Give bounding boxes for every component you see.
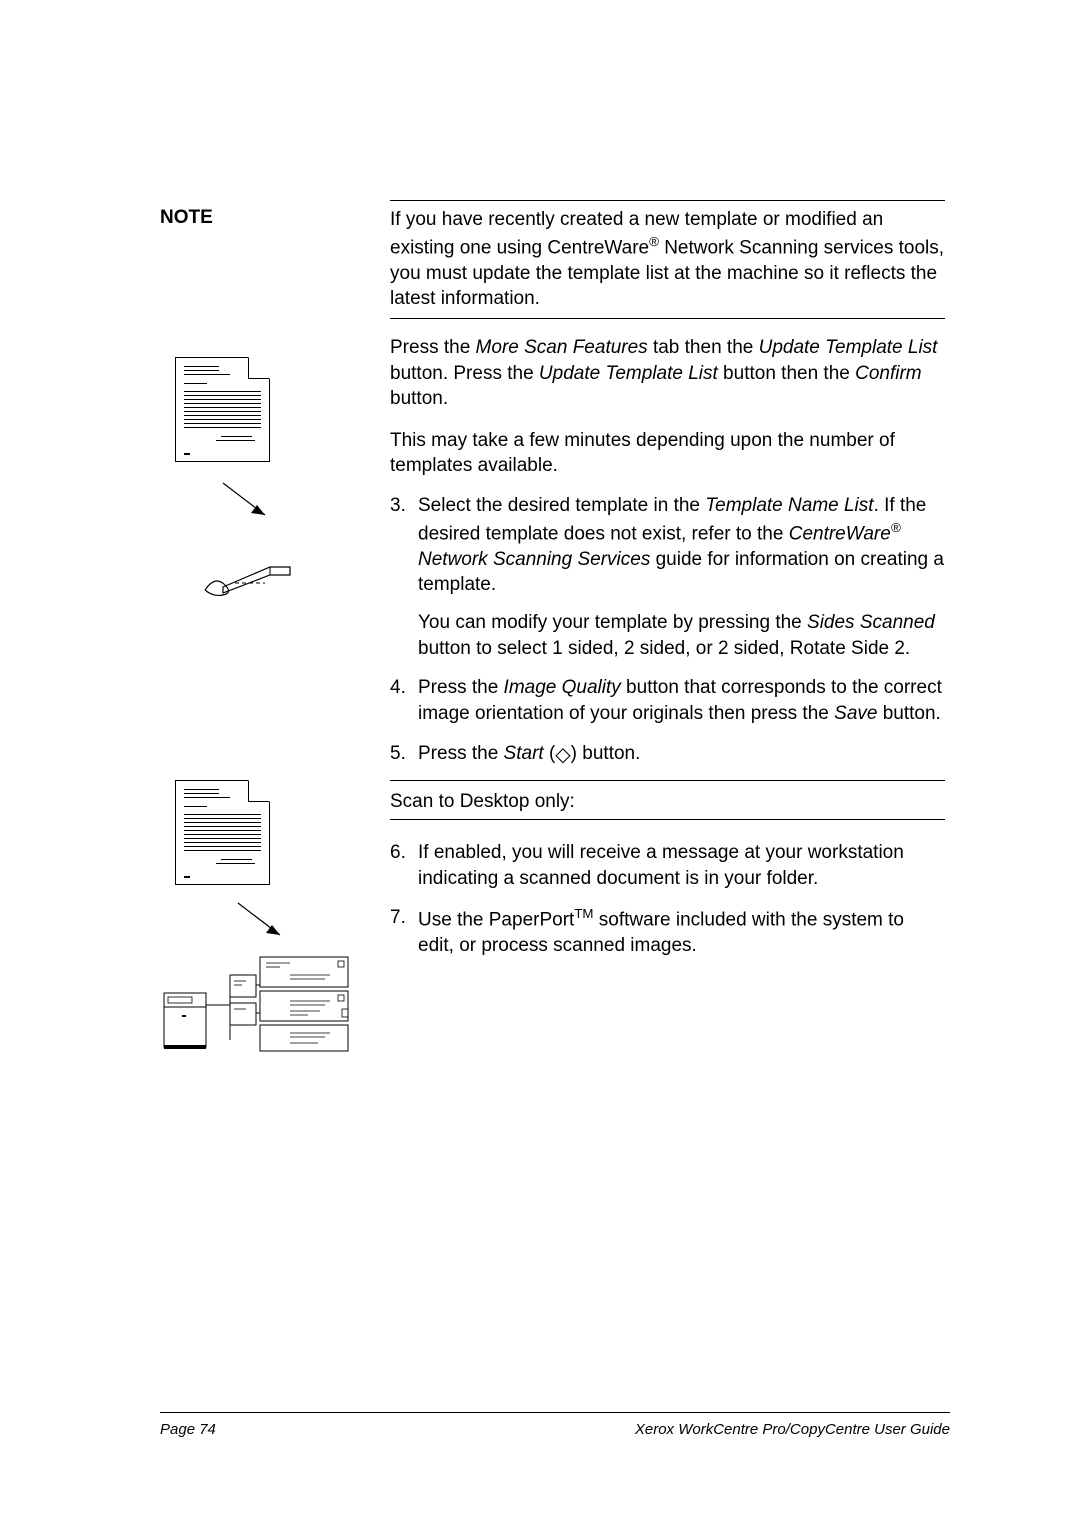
paragraph: Press the More Scan Features tab then th… <box>390 335 945 412</box>
workstation-icon <box>160 945 360 1055</box>
step-body: Press the Image Quality button that corr… <box>418 675 945 726</box>
text: Image Quality <box>504 677 621 698</box>
text: Save <box>834 703 877 724</box>
step-4: 4. Press the Image Quality button that c… <box>390 675 945 726</box>
rule <box>160 1412 950 1413</box>
text: button. <box>390 388 448 409</box>
document-icon <box>175 357 270 462</box>
text: You can modify your template by pressing… <box>418 612 807 633</box>
text: Sides Scanned <box>807 612 935 633</box>
rule <box>390 200 945 201</box>
step-body: Select the desired template in the Templ… <box>418 493 945 598</box>
text: Use the PaperPort <box>418 910 574 931</box>
document-icon <box>175 780 270 885</box>
step-7: 7. Use the PaperPortTM software included… <box>390 905 945 959</box>
text: More Scan Features <box>476 337 648 358</box>
step-number: 4. <box>390 675 418 726</box>
rule <box>390 780 945 781</box>
page-number: Page 74 <box>160 1421 216 1438</box>
step-number: 6. <box>390 840 418 891</box>
reg-mark: ® <box>891 520 901 535</box>
paragraph: This may take a few minutes depending up… <box>390 428 945 479</box>
text: button. Press the <box>390 363 539 384</box>
step-3: 3. Select the desired template in the Te… <box>390 493 945 598</box>
text: button. <box>877 703 940 724</box>
note-text: If you have recently created a new templ… <box>390 207 945 312</box>
text: Template Name List <box>705 495 873 516</box>
step-body: Use the PaperPortTM software included wi… <box>418 905 945 959</box>
note-label: NOTE <box>160 207 213 229</box>
footer-title: Xerox WorkCentre Pro/CopyCentre User Gui… <box>635 1421 950 1438</box>
text: Press the <box>418 743 504 764</box>
section-heading: Scan to Desktop only: <box>390 791 945 813</box>
text: CentreWare <box>789 523 891 544</box>
text: Press the <box>390 337 476 358</box>
step-number: 5. <box>390 741 418 767</box>
tm-mark: TM <box>574 906 593 921</box>
rule <box>390 819 945 820</box>
text: ( <box>544 743 556 764</box>
text: Select the desired template in the <box>418 495 705 516</box>
text: button then the <box>718 363 855 384</box>
step-body: If enabled, you will receive a message a… <box>418 840 945 891</box>
page-footer: Page 74 Xerox WorkCentre Pro/CopyCentre … <box>160 1412 950 1438</box>
step-body: Press the Start (◇) button. <box>418 741 945 767</box>
text: Update Template List <box>759 337 938 358</box>
step-5: 5. Press the Start (◇) button. <box>390 741 945 767</box>
note-box: If you have recently created a new templ… <box>390 200 945 319</box>
start-icon: ◇ <box>555 745 570 765</box>
step-3-sub: You can modify your template by pressing… <box>418 610 945 661</box>
rule <box>390 318 945 319</box>
text: Press the <box>418 677 504 698</box>
step-6: 6. If enabled, you will receive a messag… <box>390 840 945 891</box>
pen-icon <box>195 555 305 600</box>
arrow-icon <box>215 475 285 530</box>
arrow-icon <box>230 895 300 950</box>
text: Network Scanning Services <box>418 549 650 570</box>
step-number: 7. <box>390 905 418 959</box>
text: button to select 1 sided, 2 sided, or 2 … <box>418 638 910 659</box>
text: Update Template List <box>539 363 718 384</box>
text: tab then the <box>648 337 759 358</box>
text: Confirm <box>855 363 922 384</box>
text: Start <box>504 743 544 764</box>
text: ) button. <box>571 743 641 764</box>
reg-mark: ® <box>649 234 659 249</box>
step-number: 3. <box>390 493 418 598</box>
